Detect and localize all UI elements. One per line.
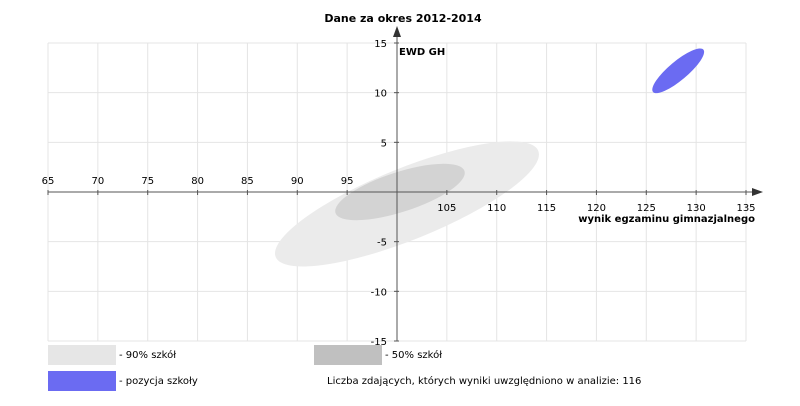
y-tick-label: 10 (374, 89, 387, 100)
footnote: Liczba zdających, których wyniki uwzględ… (327, 376, 642, 387)
y-axis-label: EWD GH (399, 47, 445, 58)
x-tick-label: 125 (637, 203, 656, 214)
legend-label-90: - 90% szkół (119, 349, 177, 361)
legend-swatch-50 (314, 345, 382, 365)
x-tick-label: 130 (687, 203, 706, 214)
x-axis-arrow (752, 188, 763, 196)
legend-swatch-90 (48, 345, 116, 365)
chart-title: Dane za okres 2012-2014 (324, 12, 482, 25)
x-tick-label: 65 (42, 176, 55, 187)
legend-item-50: - 50% szkół (314, 345, 442, 365)
y-tick-label: 5 (381, 138, 387, 149)
x-tick-label: 75 (141, 176, 154, 187)
x-tick-label: 105 (437, 203, 456, 214)
legend-item-90: - 90% szkół (48, 345, 176, 365)
x-tick-label: 70 (91, 176, 104, 187)
x-tick-label: 95 (341, 176, 354, 187)
legend-label-school: - pozycja szkoły (119, 375, 198, 387)
y-tick-label: -10 (371, 287, 387, 298)
x-tick-label: 80 (191, 176, 204, 187)
legend-swatch-school (48, 371, 116, 391)
y-tick-label: -5 (377, 238, 387, 249)
y-axis-arrow (393, 26, 401, 37)
x-tick-label: 90 (291, 176, 304, 187)
x-axis-label: wynik egzaminu gimnazjalnego (578, 214, 755, 225)
region-2 (652, 48, 705, 94)
legend-label-50: - 50% szkół (385, 349, 443, 361)
x-tick-label: 85 (241, 176, 254, 187)
x-tick-label: 120 (587, 203, 606, 214)
y-tick-label: 15 (374, 39, 387, 50)
x-tick-label: 110 (487, 203, 506, 214)
y-tick-label: -15 (371, 337, 387, 348)
x-tick-label: 115 (537, 203, 556, 214)
legend-item-school: - pozycja szkoły (48, 371, 198, 391)
x-tick-label: 135 (736, 203, 755, 214)
